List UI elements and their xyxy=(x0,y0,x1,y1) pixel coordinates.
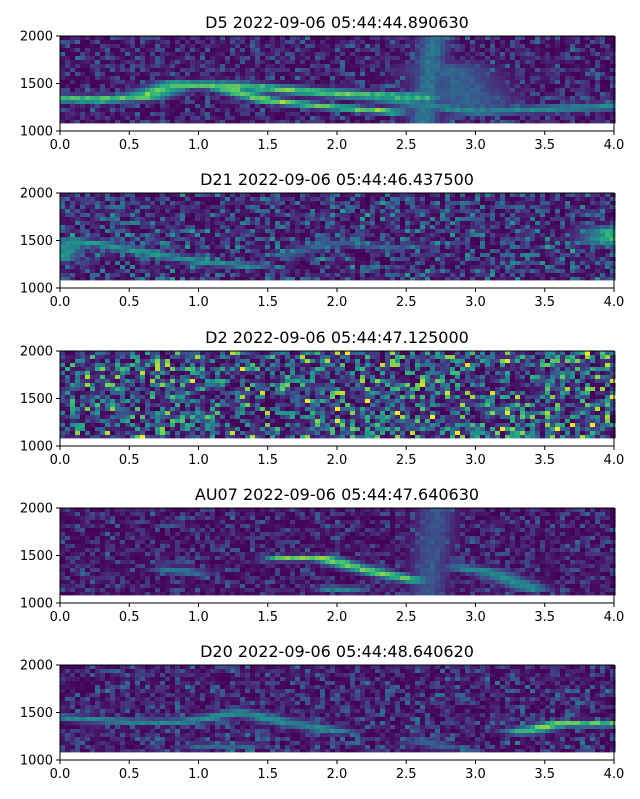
x-tick-label: 3.0 xyxy=(465,767,486,782)
x-tick-label: 3.5 xyxy=(534,295,555,310)
y-tick-label: 1000 xyxy=(20,282,53,297)
x-tick-label: 2.0 xyxy=(327,295,348,310)
x-tick-label: 0.0 xyxy=(50,767,71,782)
y-tick-label: 2000 xyxy=(20,187,53,202)
y-tick-label: 2000 xyxy=(20,659,53,674)
x-tick-label: 0.0 xyxy=(50,453,71,468)
x-tick-label: 4.0 xyxy=(604,453,625,468)
panel-title: AU07 2022-09-06 05:44:47.640630 xyxy=(195,485,479,504)
x-tick-label: 0.5 xyxy=(119,295,140,310)
y-tick-label: 1000 xyxy=(20,125,53,140)
spectrogram-heatmap xyxy=(60,36,616,124)
x-tick-label: 0.5 xyxy=(119,453,140,468)
panel-1: D21 2022-09-06 05:44:46.437500 0.0 0.5 1.0 1… xyxy=(20,170,624,310)
y-tick-label: 1500 xyxy=(20,392,53,407)
y-tick-label: 2000 xyxy=(20,345,53,360)
x-tick-label: 1.0 xyxy=(188,453,209,468)
x-tick-label: 4.0 xyxy=(604,295,625,310)
spectrogram-heatmap xyxy=(60,351,616,439)
x-tick-label: 2.5 xyxy=(396,138,417,153)
x-tick-label: 1.5 xyxy=(257,767,278,782)
x-tick-label: 2.5 xyxy=(396,610,417,625)
x-tick-label: 2.5 xyxy=(396,453,417,468)
x-tick-label: 1.0 xyxy=(188,138,209,153)
x-tick-label: 3.5 xyxy=(534,138,555,153)
x-tick-label: 0.0 xyxy=(50,295,71,310)
x-tick-label: 0.5 xyxy=(119,610,140,625)
x-tick-label: 2.0 xyxy=(327,610,348,625)
y-tick-label: 1000 xyxy=(20,440,53,455)
x-tick-label: 3.0 xyxy=(465,453,486,468)
y-tick-label: 1000 xyxy=(20,754,53,769)
y-tick-label: 1500 xyxy=(20,234,53,249)
x-tick-label: 3.0 xyxy=(465,610,486,625)
x-tick-label: 1.0 xyxy=(188,767,209,782)
x-tick-label: 3.0 xyxy=(465,138,486,153)
x-tick-label: 1.0 xyxy=(188,295,209,310)
y-tick-label: 1500 xyxy=(20,549,53,564)
y-tick-label: 2000 xyxy=(20,502,53,517)
x-tick-label: 4.0 xyxy=(604,767,625,782)
x-tick-label: 2.5 xyxy=(396,295,417,310)
spectrogram-heatmap xyxy=(60,665,616,753)
x-tick-label: 4.0 xyxy=(604,610,625,625)
x-tick-label: 4.0 xyxy=(604,138,625,153)
panel-0: D5 2022-09-06 05:44:44.890630 0.0 0.5 1.0 1.… xyxy=(20,13,624,153)
panel-4: D20 2022-09-06 05:44:48.640620 0.0 0.5 1.0 1… xyxy=(20,642,624,782)
x-tick-label: 1.5 xyxy=(257,610,278,625)
panel-title: D2 2022-09-06 05:44:47.125000 xyxy=(205,328,469,347)
panel-title: D21 2022-09-06 05:44:46.437500 xyxy=(200,170,474,189)
y-tick-label: 1000 xyxy=(20,597,53,612)
x-tick-label: 1.5 xyxy=(257,453,278,468)
x-tick-label: 3.5 xyxy=(534,610,555,625)
x-tick-label: 0.0 xyxy=(50,138,71,153)
x-tick-label: 3.5 xyxy=(534,767,555,782)
x-tick-label: 2.5 xyxy=(396,767,417,782)
panel-2: D2 2022-09-06 05:44:47.125000 0.0 0.5 1.0 1.… xyxy=(20,328,624,468)
x-tick-label: 1.5 xyxy=(257,138,278,153)
x-tick-label: 2.0 xyxy=(327,453,348,468)
x-tick-label: 0.5 xyxy=(119,138,140,153)
x-tick-label: 0.0 xyxy=(50,610,71,625)
y-tick-label: 1500 xyxy=(20,77,53,92)
spectrogram-heatmap xyxy=(60,193,616,281)
x-tick-label: 1.0 xyxy=(188,610,209,625)
panel-3: AU07 2022-09-06 05:44:47.640630 0.0 0.5 1.0… xyxy=(20,485,624,625)
x-tick-label: 1.5 xyxy=(257,295,278,310)
x-tick-label: 2.0 xyxy=(327,138,348,153)
x-tick-label: 0.5 xyxy=(119,767,140,782)
x-tick-label: 3.5 xyxy=(534,453,555,468)
panel-title: D20 2022-09-06 05:44:48.640620 xyxy=(200,642,474,661)
y-tick-label: 2000 xyxy=(20,30,53,45)
x-tick-label: 2.0 xyxy=(327,767,348,782)
x-tick-label: 3.0 xyxy=(465,295,486,310)
spectrogram-heatmap xyxy=(60,508,616,596)
y-tick-label: 1500 xyxy=(20,706,53,721)
panel-title: D5 2022-09-06 05:44:44.890630 xyxy=(205,13,469,32)
